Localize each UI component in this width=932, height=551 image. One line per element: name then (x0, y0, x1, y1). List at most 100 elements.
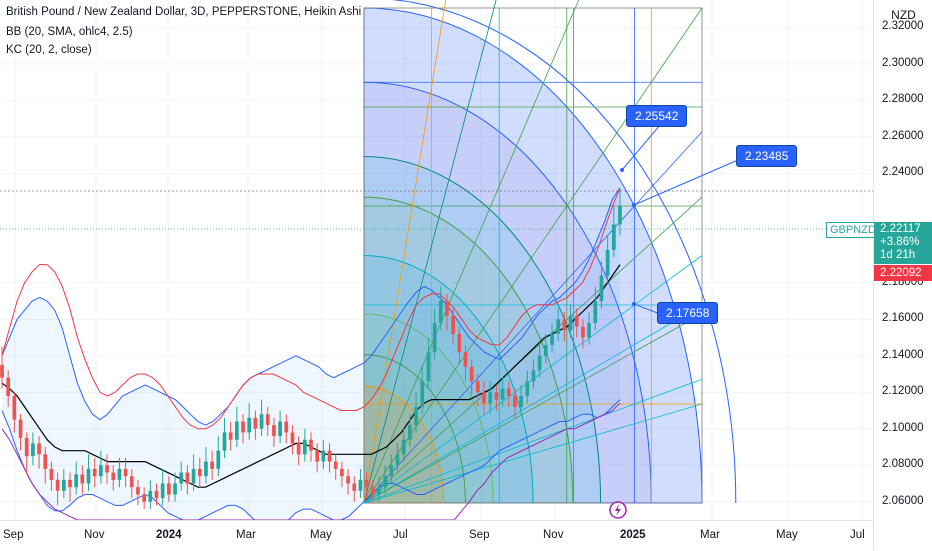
candle-body (265, 414, 270, 426)
price-callout-3[interactable]: 2.17658 (657, 302, 719, 324)
callout-anchor (632, 302, 636, 306)
legend-symbol-title[interactable]: British Pound / New Zealand Dollar, 3D, … (6, 6, 362, 18)
candle-body (543, 344, 548, 356)
candle-body (618, 206, 622, 225)
candle-body (414, 406, 418, 426)
candle-body (117, 468, 122, 480)
candlestick-series (0, 187, 622, 510)
candle-body (12, 395, 17, 420)
callout-leader (633, 159, 739, 206)
fib-fan-line (363, 0, 497, 504)
candle-body (420, 381, 425, 407)
candle-body (136, 487, 140, 495)
candle-body (55, 479, 60, 491)
fib-fan-line (363, 7, 703, 504)
candle-body (204, 461, 208, 477)
price-chart[interactable] (0, 0, 873, 520)
candle-body (426, 352, 431, 382)
candle-body (451, 315, 455, 334)
price-tick-label: 2.26000 (882, 129, 924, 142)
kc-lower-line (1, 402, 621, 520)
fib-fan-line (363, 131, 703, 504)
candle-body (259, 414, 264, 429)
candle-body (129, 476, 134, 488)
currency-label[interactable]: NZD (891, 8, 916, 22)
time-tick-label: Jul (393, 529, 408, 541)
candle-body (210, 461, 214, 469)
bb-upper-line (1, 187, 621, 426)
time-axis[interactable]: Sep Nov 2024 Mar May Jul Sep Nov 2025 Mar May Jul (0, 520, 873, 551)
candle-body (241, 421, 245, 433)
candle-body (234, 421, 239, 440)
indicator-bands (1, 187, 621, 520)
candle-body (556, 319, 561, 334)
fib-speed-resistance-fan[interactable] (0, 0, 873, 504)
candle-body (389, 465, 394, 477)
candle-body (352, 483, 357, 491)
candle-body (377, 487, 381, 495)
candle-body (574, 315, 579, 327)
candle-body (148, 490, 153, 502)
candle-body (191, 468, 196, 484)
candle-body (216, 450, 221, 469)
candle-body (445, 301, 449, 316)
candle-body (568, 315, 573, 331)
price-tick-label: 2.24000 (882, 166, 924, 179)
price-tick-label: 2.14000 (882, 348, 924, 361)
candle-body (488, 392, 493, 404)
candle-body (49, 468, 54, 480)
candle-body (105, 465, 109, 473)
candle-body (290, 432, 295, 444)
price-tick-label: 2.30000 (882, 56, 924, 69)
candle-body (43, 454, 48, 469)
callout-leader (633, 303, 661, 315)
candle-body (185, 472, 190, 484)
candle-body (537, 355, 542, 371)
symbol-tag: GBPNZD (826, 222, 880, 238)
candle-body (469, 366, 474, 382)
price-callout-1[interactable]: 2.25542 (626, 105, 688, 127)
candle-body (31, 443, 35, 457)
last-price-tag: 2.22117 +3.86% 1d 21h (874, 222, 932, 264)
candle-body (92, 468, 97, 477)
candle-body (408, 425, 412, 440)
time-tick-label: Jul (850, 529, 865, 541)
candle-body (531, 370, 536, 382)
candle-body (154, 490, 159, 499)
candle-body (6, 377, 11, 396)
candle-body (383, 476, 388, 488)
candle-body (358, 479, 363, 491)
candle-body (179, 472, 184, 484)
fib-fan-line (363, 378, 703, 504)
candle-body (167, 483, 171, 495)
time-tick-label: Mar (236, 529, 256, 541)
close-price-tag: 2.22092 (874, 265, 932, 281)
fib-fan-line (363, 0, 447, 504)
candle-body (327, 450, 332, 462)
legend-bb-indicator[interactable]: BB (20, SMA, ohlc4, 2.5) (6, 26, 133, 38)
price-tick-label: 2.12000 (882, 385, 924, 398)
candle-body (197, 468, 202, 477)
price-tick-label: 2.28000 (882, 93, 924, 106)
time-tick-label: Nov (543, 529, 564, 541)
candle-body (0, 364, 4, 378)
legend-kc-indicator[interactable]: KC (20, 2, close) (6, 44, 92, 56)
candle-body (222, 432, 227, 451)
candle-body (309, 439, 313, 451)
fib-fan-line (363, 403, 703, 504)
callout-anchor (620, 168, 624, 172)
candle-body (599, 275, 604, 302)
price-callout-2[interactable]: 2.23485 (736, 145, 798, 167)
candle-body (160, 483, 165, 499)
candle-body (253, 417, 258, 429)
fib-fan-line (363, 313, 703, 504)
candle-body (74, 474, 79, 488)
callout-leader (621, 124, 661, 171)
candle-body (593, 301, 598, 323)
candle-body (272, 425, 276, 437)
price-tick-label: 2.10000 (882, 421, 924, 434)
candle-body (605, 249, 610, 276)
time-tick-label: May (310, 529, 332, 541)
kc-upper-line (1, 187, 621, 430)
candle-body (519, 395, 523, 407)
